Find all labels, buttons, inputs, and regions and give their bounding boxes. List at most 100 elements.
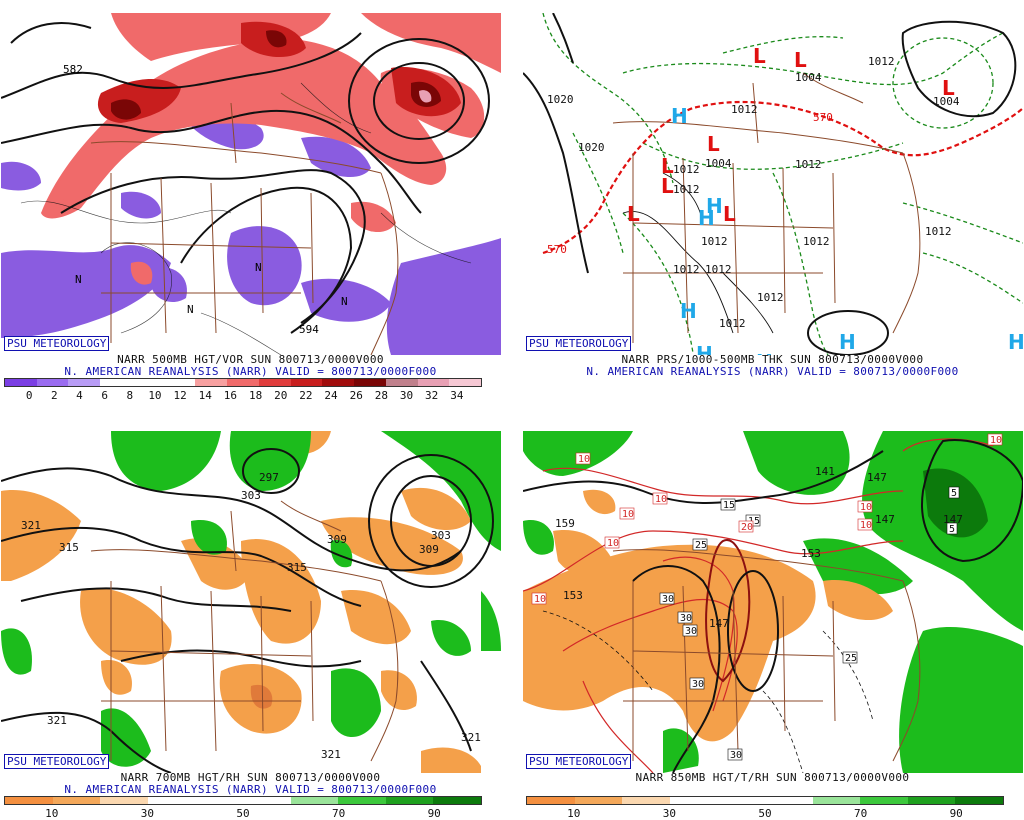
contour-label: 594 (299, 323, 319, 336)
high-center: H (756, 350, 773, 355)
temperature-labels: 10 10 10 10 10 10 10 10 (531, 433, 1003, 605)
svg-text:15: 15 (748, 516, 760, 527)
map-title: NARR 700MB HGT/RH SUN 800713/0000V000 (120, 771, 381, 784)
svg-text:297: 297 (259, 471, 279, 484)
svg-text:570: 570 (547, 243, 567, 256)
colorbar-swatch (622, 797, 670, 804)
colorbar-swatch (717, 797, 765, 804)
svg-text:30: 30 (685, 626, 697, 637)
colorbar-tick-label: 8 (126, 389, 134, 402)
dry-core (250, 684, 273, 709)
thickness-contours (542, 13, 1023, 355)
height-contours-850mb (523, 439, 1023, 773)
map-title: NARR 850MB HGT/T/RH SUN 800713/0000V000 (635, 771, 910, 784)
political-borders (612, 72, 921, 343)
colorbar-tick-label: 90 (949, 807, 963, 820)
colorbar-tick-label: 14 (198, 389, 212, 402)
svg-text:570: 570 (813, 111, 833, 124)
map-valid-line: N. AMERICAN REANALYSIS (NARR) VALID = 80… (64, 365, 437, 378)
positive-vorticity-areas (41, 13, 501, 285)
dry-areas (523, 489, 893, 742)
vorticity-min-label: N (75, 273, 82, 286)
high-center: H (680, 299, 697, 323)
low-pressure-centers: L L L L L L L L (627, 44, 955, 226)
svg-text:10: 10 (990, 435, 1002, 446)
svg-text:10: 10 (607, 538, 619, 549)
dashed-isotherms (542, 610, 874, 773)
colorbar-swatch (195, 379, 228, 386)
svg-text:153: 153 (801, 547, 821, 560)
low-center: L (794, 48, 807, 72)
svg-text:15: 15 (723, 500, 735, 511)
panel-pressure-thickness: 1020 1020 1012 1004 1012 1012 1004 1012 … (522, 0, 1023, 400)
colorbar-swatch (100, 379, 132, 386)
colorbar-tick-label: 4 (76, 389, 83, 402)
svg-text:10: 10 (622, 509, 634, 520)
svg-text:147: 147 (709, 617, 729, 630)
psu-meteorology-badge: PSU METEOROLOGY (526, 754, 632, 769)
svg-text:25: 25 (695, 540, 707, 551)
low-center: L (707, 132, 720, 156)
svg-text:147: 147 (867, 471, 887, 484)
svg-text:5: 5 (949, 524, 955, 535)
political-borders (90, 500, 399, 762)
psu-meteorology-badge: PSU METEOROLOGY (4, 754, 110, 769)
svg-text:159: 159 (555, 517, 575, 530)
rh-colorbar (4, 796, 482, 805)
colorbar-tick-label: 26 (349, 389, 363, 402)
colorbar-swatch (131, 379, 164, 386)
svg-text:20: 20 (741, 522, 753, 533)
colorbar-swatch (195, 797, 243, 804)
temperature-labels-dark: 15 15 20 25 25 30 30 30 30 30 5 5 (659, 486, 960, 761)
colorbar-tick-label: 6 (101, 389, 108, 402)
colorbar-tick-label: 34 (450, 389, 464, 402)
svg-text:153: 153 (563, 589, 583, 602)
map-pressure-thickness[interactable]: 1020 1020 1012 1004 1012 1012 1004 1012 … (523, 13, 1023, 355)
svg-text:1020: 1020 (547, 93, 574, 106)
map-title: NARR PRS/1000-500MB THK SUN 800713/0000V… (621, 353, 924, 366)
psu-meteorology-badge: PSU METEOROLOGY (526, 336, 632, 351)
vorticity-colorbar (4, 378, 482, 387)
colorbar-tick-label: 16 (223, 389, 238, 402)
contour-label: 582 (63, 63, 83, 76)
map-valid-line: N. AMERICAN REANALYSIS (NARR) VALID = 80… (64, 783, 437, 796)
svg-text:10: 10 (655, 494, 667, 505)
colorbar-tick-label: 70 (853, 807, 868, 820)
rh-colorbar (526, 796, 1004, 805)
colorbar-swatch (812, 797, 861, 804)
map-500mb[interactable]: 582 594 N N N N (1, 13, 501, 355)
colorbar-swatch (258, 379, 291, 386)
svg-text:1012: 1012 (803, 235, 830, 248)
temperature-contours (523, 438, 994, 773)
svg-text:309: 309 (327, 533, 347, 546)
colorbar-tick-label: 70 (331, 807, 346, 820)
svg-text:30: 30 (662, 594, 674, 605)
colorbar-swatch (242, 797, 291, 804)
colorbar-swatch (290, 797, 339, 804)
map-700mb[interactable]: 321 315 297 303 309 315 309 303 321 321 … (1, 431, 501, 773)
high-center: H (706, 194, 723, 218)
colorbar-swatch (5, 379, 37, 386)
map-850mb[interactable]: 159 153 147 147 153 147 141 147 10 10 10… (523, 431, 1023, 773)
vorticity-min-label: N (255, 261, 262, 274)
political-borders (90, 92, 399, 355)
colorbar-swatch (338, 797, 386, 804)
low-center: L (661, 174, 674, 198)
rh-colorbar-ticks: 10 30 50 70 90 (526, 807, 1004, 820)
svg-text:315: 315 (287, 561, 307, 574)
colorbar-tick-label: 10 (567, 807, 581, 820)
svg-text:303: 303 (431, 529, 451, 542)
height-labels: 321 315 297 303 309 315 309 303 321 321 … (21, 471, 481, 761)
vorticity-min-label: N (341, 295, 348, 308)
svg-text:1012: 1012 (757, 291, 784, 304)
colorbar-swatch (36, 379, 69, 386)
low-center: L (942, 76, 955, 100)
moist-areas (1, 431, 501, 767)
colorbar-tick-label: 28 (374, 389, 388, 402)
svg-text:30: 30 (680, 613, 692, 624)
colorbar-swatch (907, 797, 956, 804)
colorbar-tick-label: 18 (248, 389, 263, 402)
colorbar-swatch (574, 797, 623, 804)
svg-text:321: 321 (461, 731, 481, 744)
colorbar-swatch (5, 797, 53, 804)
